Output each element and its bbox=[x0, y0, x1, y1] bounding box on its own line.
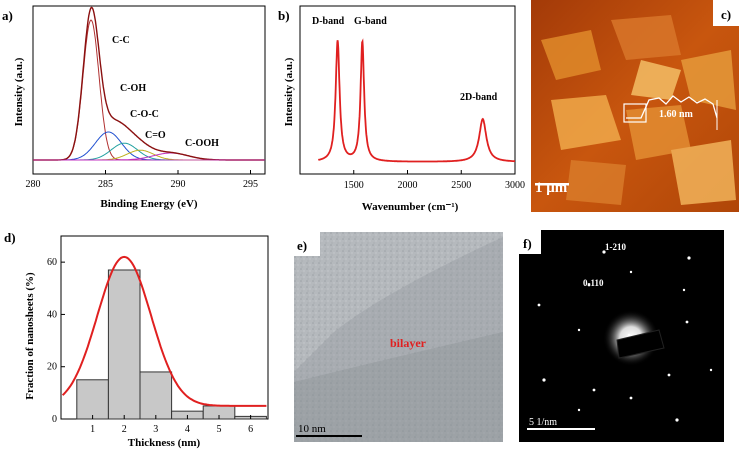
panel-b-plot bbox=[318, 38, 515, 163]
saed-index-2: 0-110 bbox=[583, 278, 604, 288]
tem-annotation: bilayer bbox=[390, 336, 427, 350]
ytick-label: 20 bbox=[47, 362, 57, 373]
panel-d-xlabel: Thickness (nm) bbox=[128, 437, 201, 449]
xtick-label: 285 bbox=[98, 179, 113, 190]
panel-b-xticks: 1500 2000 2500 3000 bbox=[344, 170, 525, 191]
xps-component-4 bbox=[33, 152, 265, 161]
saed-scalebar-label: 5 1/nm bbox=[529, 417, 557, 428]
xtick-label: 295 bbox=[243, 179, 258, 190]
peak-label-2: C-O-C bbox=[130, 109, 159, 120]
ytick-label: 60 bbox=[47, 257, 57, 268]
panel-b-raman: b) 1500 2000 2500 3000 Wavenumber (cm⁻¹) In… bbox=[278, 5, 525, 213]
panel-d-label: d) bbox=[4, 230, 16, 245]
panel-b-peak-labels: D-band G-band 2D-band bbox=[312, 16, 498, 103]
xtick-label: 280 bbox=[26, 179, 41, 190]
xtick-label: 3 bbox=[153, 424, 158, 435]
xtick-label: 2 bbox=[122, 424, 127, 435]
panel-f-label: f) bbox=[523, 236, 532, 251]
panel-b-label: b) bbox=[278, 8, 290, 23]
saed-index-1: 1-210 bbox=[605, 242, 626, 252]
panel-d-fit-curve bbox=[61, 255, 267, 407]
panel-d-ylabel: Fraction of nanosheets (%) bbox=[24, 272, 36, 400]
panel-e-tem-image: e) bilayer 10 nm bbox=[294, 232, 503, 442]
afm-selection-box bbox=[623, 103, 647, 123]
xtick-label: 290 bbox=[171, 179, 186, 190]
panel-a-xticks: 280 285 290 295 bbox=[26, 170, 258, 190]
panel-a-frame bbox=[32, 5, 266, 175]
panel-a-xps: a) 280 285 290 295 Binding Energy (eV) Inte… bbox=[2, 5, 266, 210]
peak-label-3: C=O bbox=[145, 130, 166, 141]
panel-b-xlabel: Wavenumber (cm⁻¹) bbox=[362, 201, 459, 213]
hist-bar bbox=[139, 371, 173, 420]
raman-peak-label-2: 2D-band bbox=[460, 92, 498, 103]
ytick-label: 0 bbox=[52, 414, 57, 425]
panel-f-saed-pattern: f) 1-210 0-110 5 1/nm bbox=[519, 230, 724, 442]
raman-peak-label-1: G-band bbox=[354, 16, 387, 27]
xtick-label: 2000 bbox=[398, 180, 418, 191]
hist-bar bbox=[107, 269, 141, 420]
peak-label-4: C-OOH bbox=[185, 138, 219, 149]
afm-flakes bbox=[541, 15, 736, 205]
panel-a-label: a) bbox=[2, 8, 13, 23]
xtick-label: 1500 bbox=[344, 180, 364, 191]
tem-scalebar-label: 10 nm bbox=[298, 423, 326, 435]
panel-b-frame bbox=[299, 5, 516, 175]
peak-label-1: C-OH bbox=[120, 83, 146, 94]
peak-label-0: C-C bbox=[112, 35, 130, 46]
panel-a-ylabel: Intensity (a.u.) bbox=[13, 57, 25, 126]
panel-c-afm-image: 1.60 nm 1 μm c) bbox=[531, 0, 739, 212]
xtick-label: 6 bbox=[248, 424, 253, 435]
ytick-label: 40 bbox=[47, 309, 57, 320]
panel-c-label: c) bbox=[721, 7, 731, 22]
xtick-label: 5 bbox=[217, 424, 222, 435]
raman-spectrum bbox=[318, 38, 515, 163]
afm-height-profile bbox=[626, 95, 718, 119]
panel-e-label: e) bbox=[297, 238, 307, 253]
xtick-label: 4 bbox=[185, 424, 190, 435]
afm-height-label: 1.60 nm bbox=[659, 109, 694, 120]
raman-peak-label-0: D-band bbox=[312, 16, 345, 27]
diffraction-spots bbox=[537, 250, 713, 422]
xtick-label: 2500 bbox=[451, 180, 471, 191]
afm-scalebar-label: 1 μm bbox=[535, 180, 568, 196]
panel-a-peak-labels: C-C C-OH C-O-C C=O C-OOH bbox=[112, 35, 219, 149]
panel-b-ylabel: Intensity (a.u.) bbox=[283, 57, 295, 126]
xtick-label: 1 bbox=[90, 424, 95, 435]
panel-a-plot bbox=[33, 6, 265, 161]
hist-bar bbox=[76, 379, 109, 420]
panel-a-xlabel: Binding Energy (eV) bbox=[100, 198, 198, 210]
xtick-label: 3000 bbox=[505, 180, 525, 191]
